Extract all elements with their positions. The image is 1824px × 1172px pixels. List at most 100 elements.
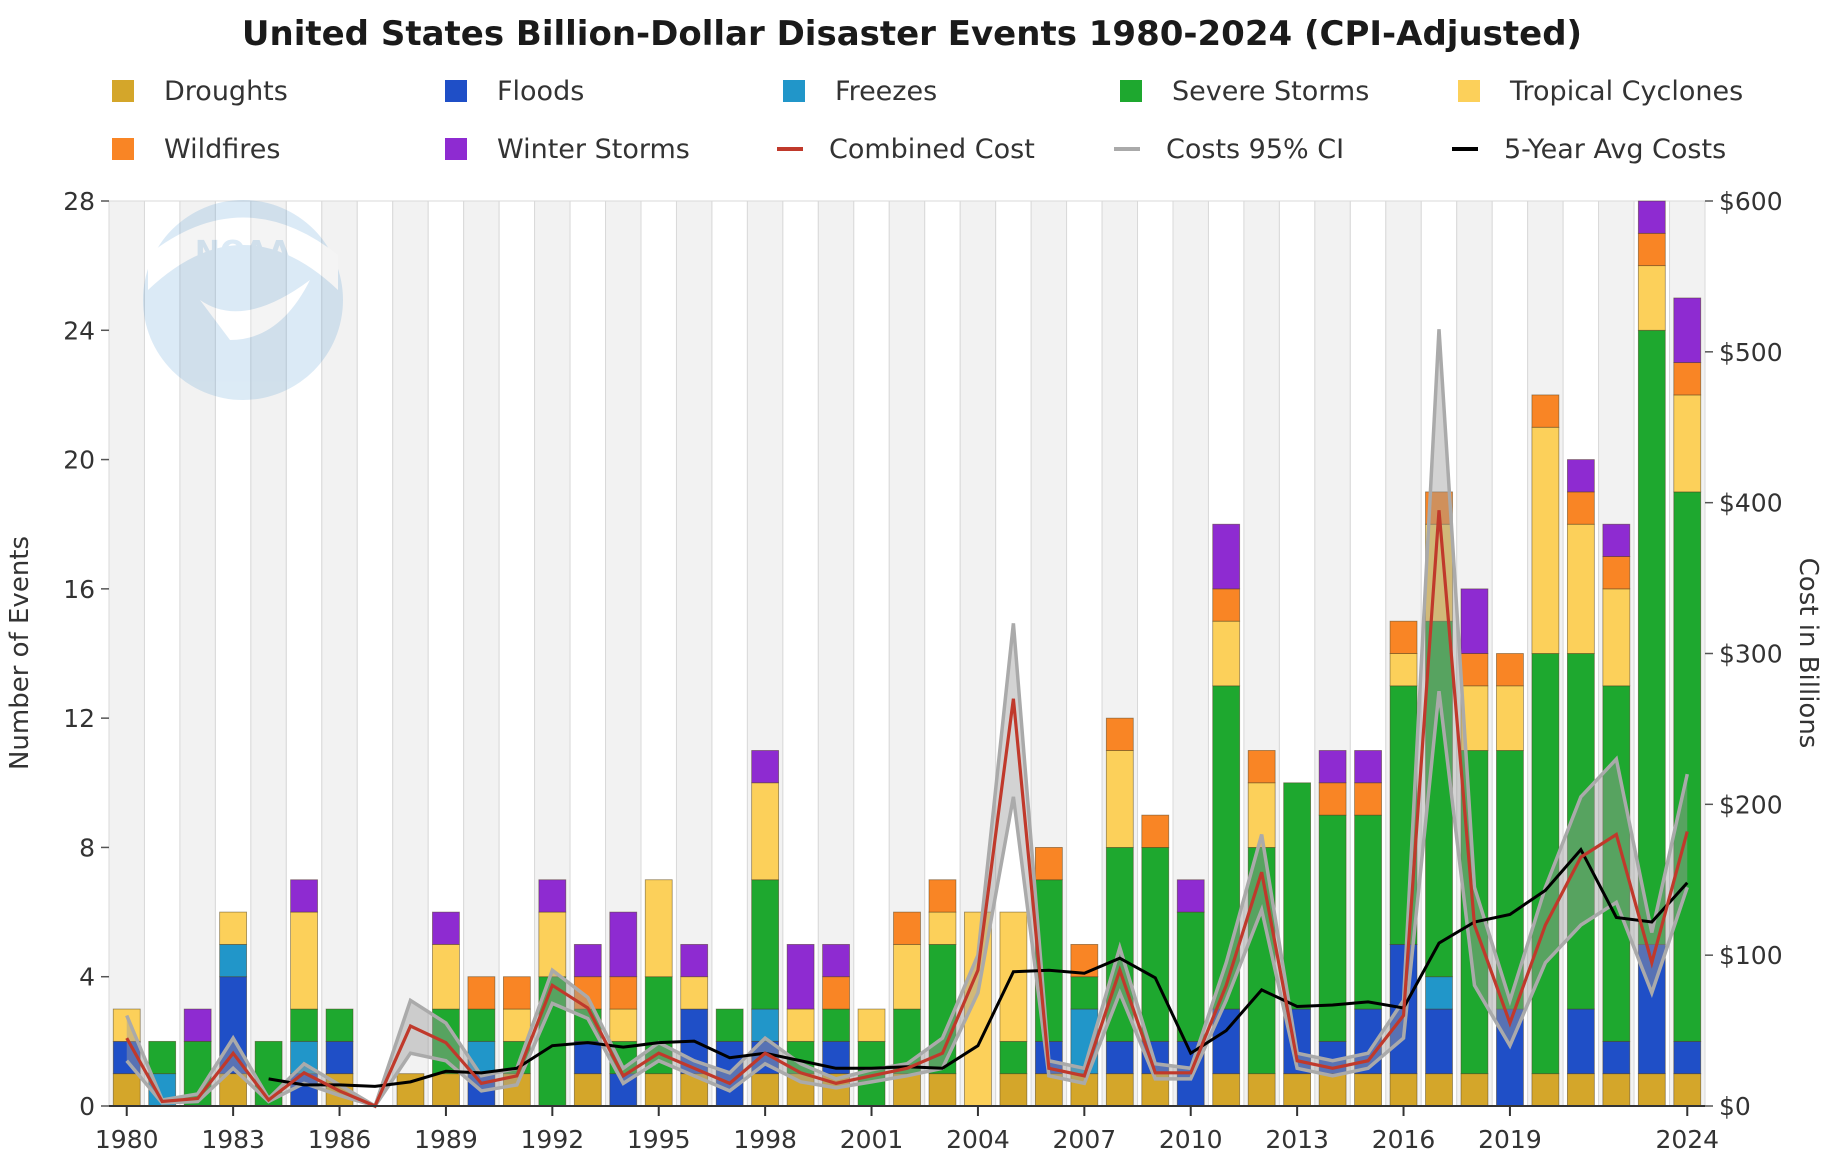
bar-droughts-2022[interactable]: [1602, 1073, 1631, 1107]
bar-winter-storms-1998[interactable]: [751, 750, 780, 784]
bar-droughts-1993[interactable]: [573, 1073, 602, 1107]
bar-winter-storms-1985[interactable]: [290, 879, 318, 913]
bar-winter-storms-1992[interactable]: [538, 879, 567, 913]
bar-tropical-cyclones-1989[interactable]: [432, 943, 460, 1010]
bar-wildfires-2022[interactable]: [1602, 556, 1631, 590]
bar-wildfires-2024[interactable]: [1673, 362, 1702, 396]
bar-tropical-cyclones-1998[interactable]: [751, 782, 780, 881]
bar-winter-storms-2015[interactable]: [1354, 750, 1382, 784]
bar-droughts-1995[interactable]: [644, 1073, 673, 1107]
bar-wildfires-2008[interactable]: [1105, 717, 1134, 751]
bar-droughts-2008[interactable]: [1105, 1073, 1134, 1107]
bar-wildfires-2014[interactable]: [1318, 782, 1347, 816]
bar-severe-storms-2021[interactable]: [1566, 653, 1595, 1010]
bar-wildfires-1990[interactable]: [467, 976, 496, 1010]
bar-severe-storms-2005[interactable]: [999, 1040, 1028, 1075]
bar-wildfires-2002[interactable]: [893, 911, 921, 945]
bar-tropical-cyclones-1999[interactable]: [786, 1008, 815, 1042]
bar-tropical-cyclones-2011[interactable]: [1212, 620, 1241, 687]
bar-winter-storms-2018[interactable]: [1460, 588, 1489, 654]
legend-item-costs-ci[interactable]: Costs 95% CI: [1114, 132, 1344, 166]
bar-tropical-cyclones-2022[interactable]: [1602, 588, 1631, 687]
bar-droughts-2011[interactable]: [1212, 1073, 1241, 1107]
bar-wildfires-2020[interactable]: [1531, 394, 1560, 428]
bar-winter-storms-2011[interactable]: [1212, 523, 1241, 590]
bar-severe-storms-1981[interactable]: [148, 1040, 177, 1075]
bar-tropical-cyclones-2005[interactable]: [999, 911, 1028, 1042]
bar-wildfires-1994[interactable]: [609, 976, 638, 1010]
bar-tropical-cyclones-2021[interactable]: [1566, 523, 1595, 654]
bar-winter-storms-2022[interactable]: [1602, 523, 1631, 557]
bar-wildfires-2021[interactable]: [1566, 491, 1595, 525]
bar-winter-storms-1989[interactable]: [432, 911, 460, 945]
bar-severe-storms-1998[interactable]: [751, 879, 780, 1010]
bar-wildfires-2003[interactable]: [928, 879, 957, 913]
bar-winter-storms-2024[interactable]: [1673, 297, 1702, 364]
legend-item-freezes[interactable]: Freezes: [783, 74, 937, 108]
bar-wildfires-2023[interactable]: [1637, 232, 1666, 267]
bar-tropical-cyclones-2003[interactable]: [928, 911, 957, 945]
bar-droughts-1989[interactable]: [432, 1073, 460, 1107]
bar-freezes-2017[interactable]: [1425, 976, 1453, 1010]
bar-floods-1993[interactable]: [573, 1040, 602, 1075]
bar-droughts-2024[interactable]: [1673, 1073, 1702, 1107]
bar-winter-storms-1994[interactable]: [609, 911, 638, 978]
bar-floods-2022[interactable]: [1602, 1040, 1631, 1075]
legend-item-floods[interactable]: Floods: [445, 74, 584, 108]
bar-tropical-cyclones-1985[interactable]: [290, 911, 318, 1010]
bar-severe-storms-2013[interactable]: [1283, 782, 1312, 1010]
bar-tropical-cyclones-2016[interactable]: [1389, 653, 1418, 687]
bar-severe-storms-2024[interactable]: [1673, 491, 1702, 1042]
bar-tropical-cyclones-2019[interactable]: [1496, 685, 1524, 751]
bar-winter-storms-1996[interactable]: [680, 943, 709, 978]
bar-droughts-2018[interactable]: [1460, 1073, 1489, 1107]
bar-severe-storms-2009[interactable]: [1141, 847, 1170, 1042]
bar-freezes-1983[interactable]: [219, 943, 248, 978]
bar-droughts-2017[interactable]: [1425, 1073, 1453, 1107]
bar-severe-storms-1985[interactable]: [290, 1008, 318, 1042]
legend-item-severe-storms[interactable]: Severe Storms: [1120, 74, 1369, 108]
bar-tropical-cyclones-1995[interactable]: [644, 879, 673, 978]
bar-tropical-cyclones-2002[interactable]: [893, 943, 921, 1010]
bar-wildfires-2000[interactable]: [822, 976, 850, 1010]
legend-item-winter-storms[interactable]: Winter Storms: [445, 132, 690, 166]
bar-droughts-1980[interactable]: [112, 1073, 141, 1107]
bar-droughts-2015[interactable]: [1354, 1073, 1382, 1107]
bar-tropical-cyclones-2024[interactable]: [1673, 394, 1702, 493]
bar-winter-storms-2010[interactable]: [1176, 879, 1205, 913]
bar-tropical-cyclones-1991[interactable]: [502, 1008, 531, 1042]
bar-droughts-2023[interactable]: [1637, 1073, 1666, 1107]
bar-winter-storms-2021[interactable]: [1566, 459, 1595, 493]
bar-floods-2024[interactable]: [1673, 1040, 1702, 1075]
bar-tropical-cyclones-1996[interactable]: [680, 976, 709, 1010]
bar-droughts-1998[interactable]: [751, 1073, 780, 1107]
bar-droughts-2020[interactable]: [1531, 1073, 1560, 1107]
legend-item-wildfires[interactable]: Wildfires: [112, 132, 280, 166]
bar-wildfires-1991[interactable]: [502, 976, 531, 1010]
bar-wildfires-2011[interactable]: [1212, 588, 1241, 622]
bar-severe-storms-2000[interactable]: [822, 1008, 850, 1042]
legend-item-droughts[interactable]: Droughts: [112, 74, 288, 108]
bar-droughts-2014[interactable]: [1318, 1073, 1347, 1107]
bar-wildfires-2009[interactable]: [1141, 814, 1170, 848]
legend-item-tropical-cyclones[interactable]: Tropical Cyclones: [1458, 74, 1743, 108]
bar-floods-2017[interactable]: [1425, 1008, 1453, 1075]
bar-severe-storms-2007[interactable]: [1070, 976, 1099, 1010]
bar-wildfires-2015[interactable]: [1354, 782, 1382, 816]
bar-severe-storms-1986[interactable]: [325, 1008, 354, 1042]
legend-item-combined-cost[interactable]: Combined Cost: [777, 132, 1035, 166]
bar-tropical-cyclones-2020[interactable]: [1531, 426, 1560, 654]
bar-wildfires-2012[interactable]: [1247, 750, 1276, 784]
bar-droughts-2005[interactable]: [999, 1073, 1028, 1107]
bar-severe-storms-2010[interactable]: [1176, 911, 1205, 1042]
bar-tropical-cyclones-2008[interactable]: [1105, 750, 1134, 848]
legend-item-5-year-avg[interactable]: 5-Year Avg Costs: [1452, 132, 1726, 166]
bar-droughts-2013[interactable]: [1283, 1073, 1312, 1107]
bar-severe-storms-1990[interactable]: [467, 1008, 496, 1042]
bar-droughts-2003[interactable]: [928, 1073, 957, 1107]
bar-tropical-cyclones-1983[interactable]: [219, 911, 248, 945]
bar-winter-storms-2023[interactable]: [1637, 200, 1666, 234]
bar-floods-1983[interactable]: [219, 976, 248, 1075]
bar-floods-2008[interactable]: [1105, 1040, 1134, 1075]
bar-winter-storms-2000[interactable]: [822, 943, 850, 978]
